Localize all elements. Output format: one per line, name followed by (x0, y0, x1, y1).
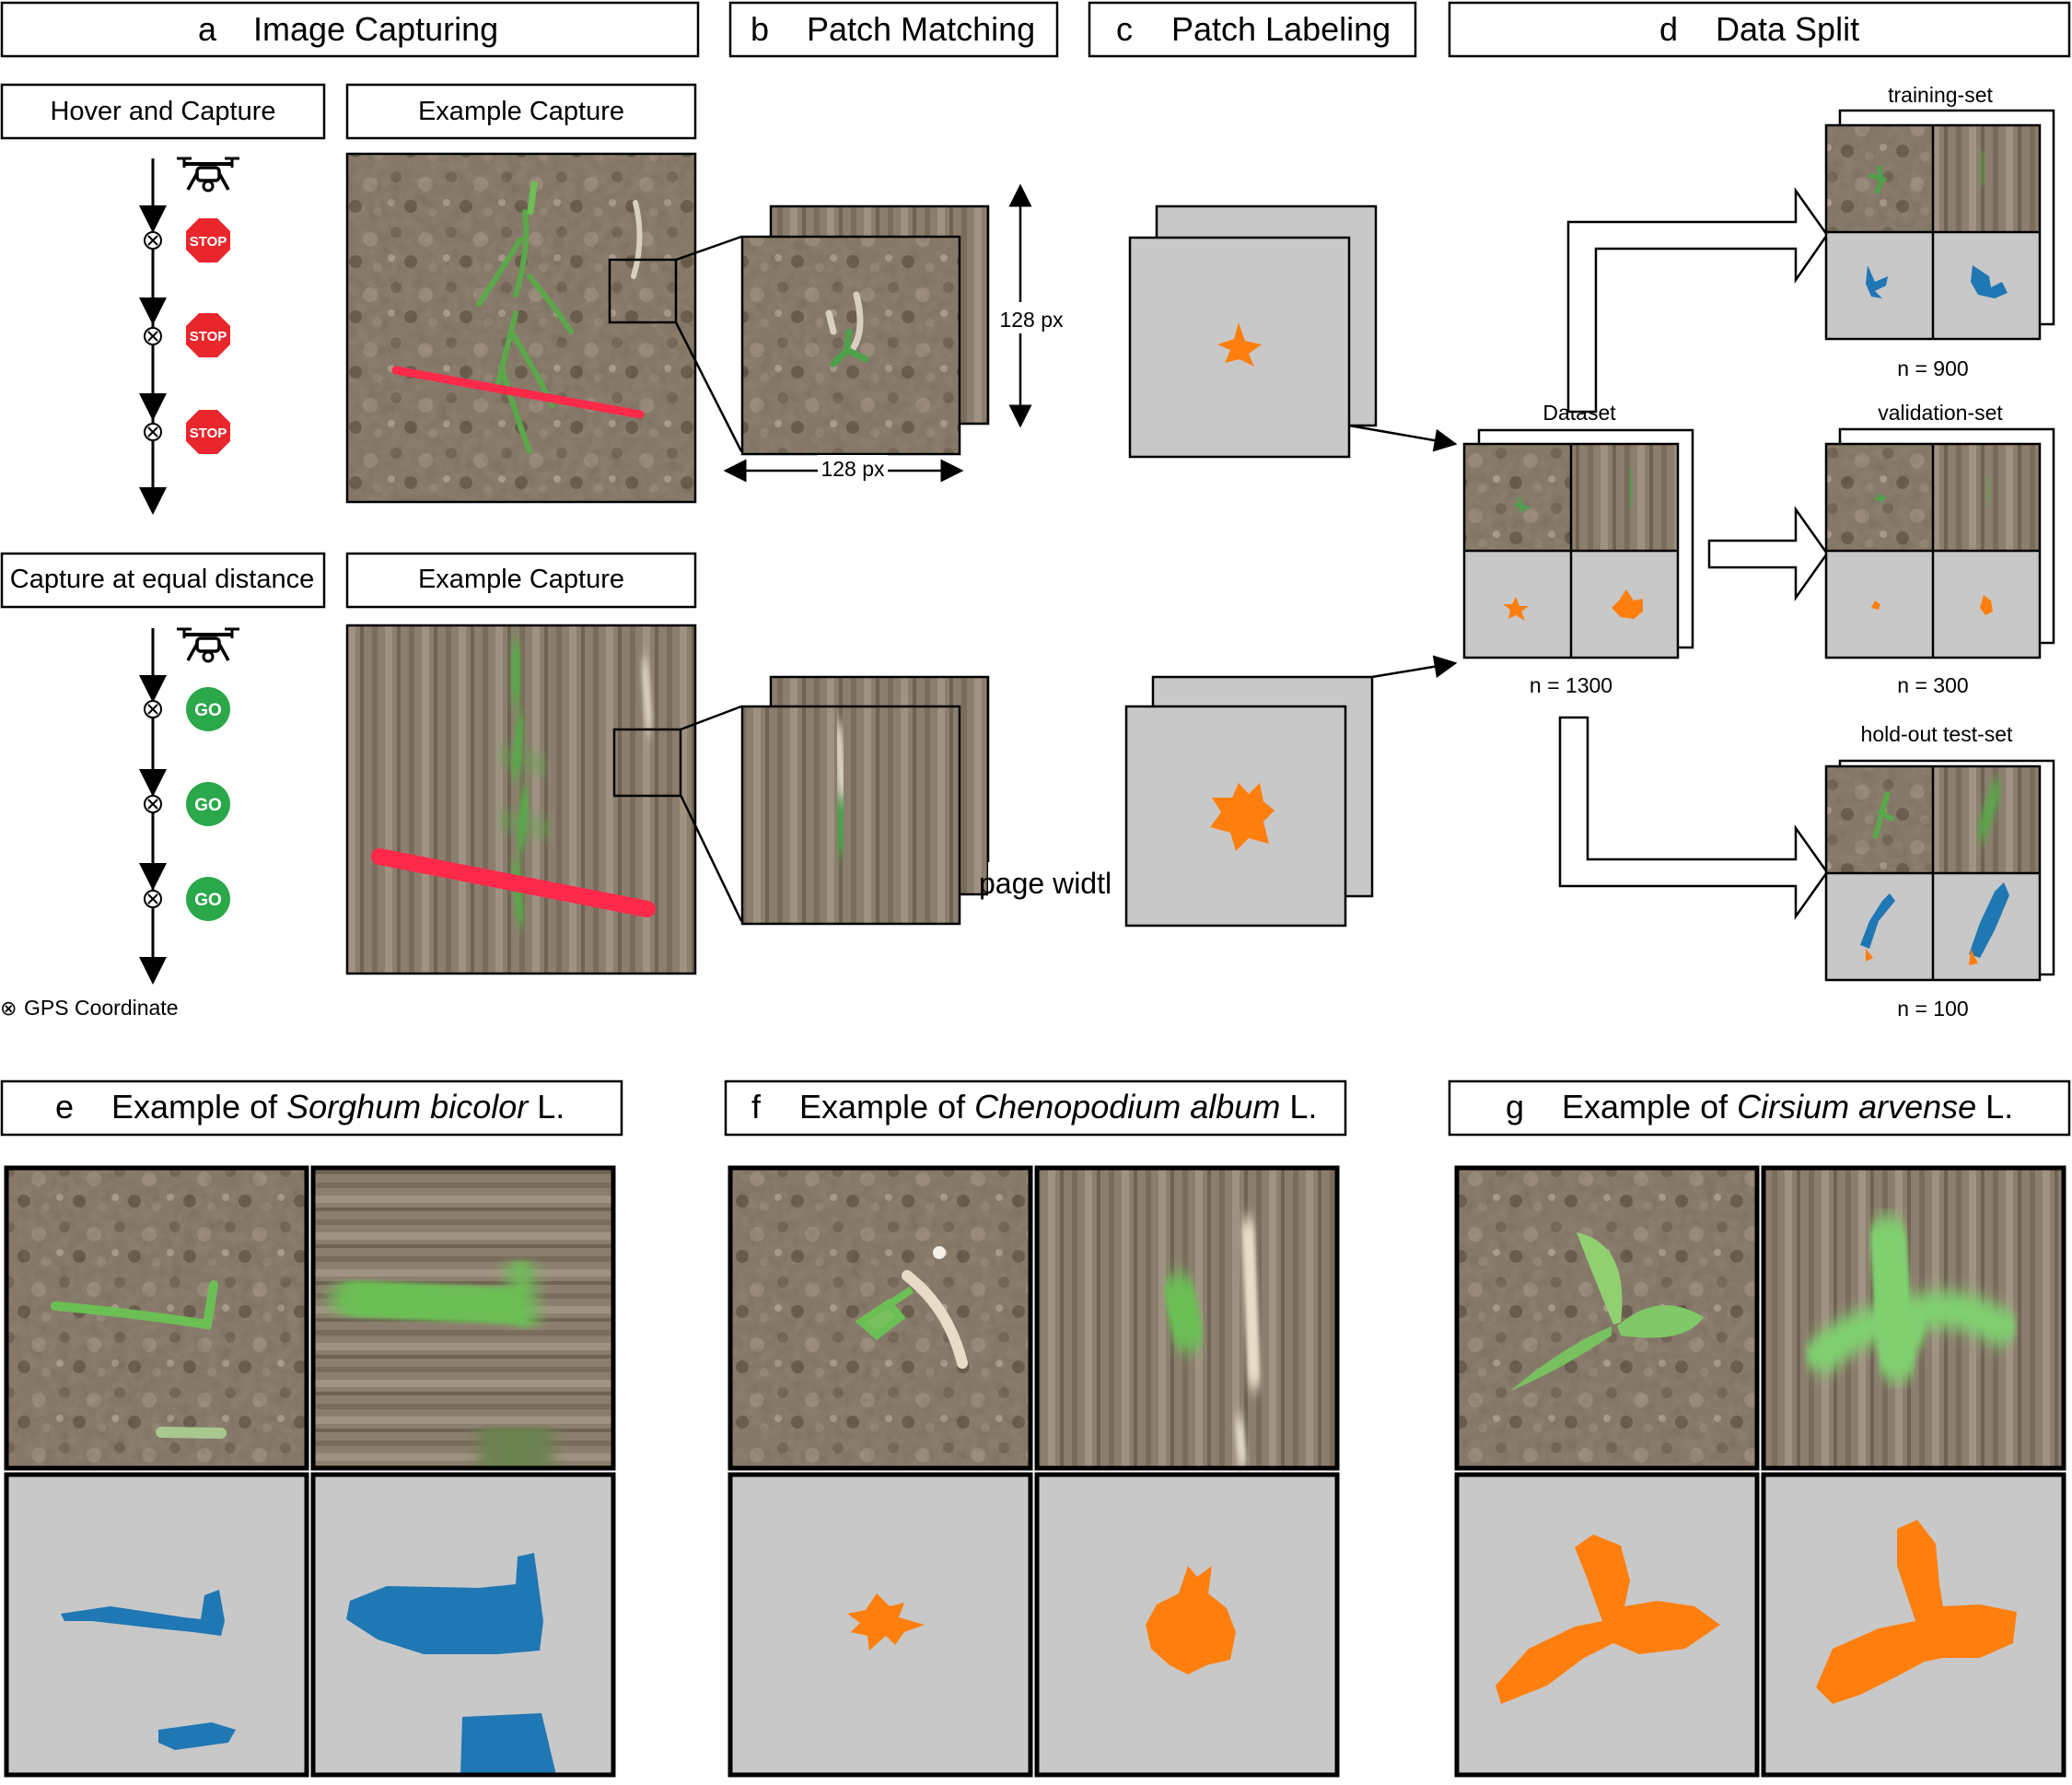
gps-marker-icon (144, 890, 162, 908)
stop-label: STOP (190, 329, 227, 344)
patch-width-label: 128 px (821, 457, 885, 481)
panel-a-letter: a (198, 10, 217, 48)
val-split-arrow-icon (1707, 506, 1829, 601)
gps-marker-icon (144, 327, 162, 345)
chenopodium-example (728, 1165, 1340, 1778)
validation-set-group: validation-set n = 300 (1824, 401, 2055, 697)
weed-mask (1210, 783, 1275, 851)
panel-d-header: d Data Split (1448, 1, 2071, 58)
weed-mask (1217, 322, 1262, 367)
zoom-box (612, 728, 682, 798)
stop-label: STOP (190, 426, 227, 441)
drone-icon-hover (175, 157, 241, 192)
example-capture-image-top (345, 152, 697, 504)
go-label: GO (194, 891, 222, 910)
example-capture-title-bottom: Example Capture (418, 565, 624, 594)
cirsium-example (1454, 1165, 2066, 1778)
stop-sign-icon: STOP (186, 218, 230, 262)
panel-e-header: e Example of Sorghum bicolor L. (0, 1079, 623, 1137)
panel-f-title: Example of Chenopodium album L. (799, 1088, 1317, 1126)
panel-f-header: f Example of Chenopodium album L. (724, 1079, 1347, 1137)
go-label: GO (194, 796, 222, 815)
validation-set-label: validation-set (1878, 401, 2003, 425)
dataset-count: n = 1300 (1530, 673, 1612, 697)
drone-icon-equal (175, 627, 241, 663)
panel-d-title: Data Split (1716, 10, 1859, 48)
test-set-group: hold-out test-set n = 100 (1824, 722, 2055, 1021)
equal-distance-header: Capture at equal distance (0, 552, 326, 609)
panel-e-title: Example of Sorghum bicolor L. (111, 1088, 565, 1126)
gps-marker-icon (144, 423, 162, 441)
panel-g-title: Example of Cirsium arvense L. (1562, 1088, 2013, 1126)
stop-sign-icon: STOP (186, 313, 230, 357)
stray-label: page widtl (979, 867, 1112, 900)
example-capture-image-bottom (345, 624, 697, 975)
panel-c-letter: c (1116, 10, 1133, 48)
patch-height-label: 128 px (999, 308, 1064, 332)
equal-distance-title: Capture at equal distance (10, 565, 315, 594)
test-split-arrow-icon (1558, 716, 1829, 920)
training-set-count: n = 900 (1897, 356, 1968, 380)
patch-matching-top: 128 px 128 px (674, 183, 1064, 484)
stop-sign-icon: STOP (186, 410, 230, 454)
panel-b-header: b Patch Matching (728, 1, 1059, 58)
panel-g-letter: g (1506, 1088, 1524, 1126)
stop-label: STOP (190, 234, 227, 250)
training-set-group: training-set n = 900 (1824, 83, 2055, 380)
dataset-group: Dataset n = 1300 (1462, 401, 1694, 697)
go-label: GO (194, 701, 222, 720)
go-badge-icon: GO (186, 877, 230, 921)
gps-marker-icon (144, 700, 162, 718)
validation-set-count: n = 300 (1897, 673, 1968, 697)
gps-legend-symbol: ⊗ (0, 997, 17, 1020)
panel-b-letter: b (751, 10, 769, 48)
panel-g-header: g Example of Cirsium arvense L. (1448, 1079, 2071, 1137)
go-badge-icon: GO (186, 687, 230, 731)
panel-e-letter: e (55, 1088, 74, 1126)
example-capture-header-top: Example Capture (345, 83, 697, 140)
go-badge-icon: GO (186, 782, 230, 826)
sorghum-example (4, 1165, 616, 1778)
gps-legend-label: GPS Coordinate (24, 996, 178, 1020)
panel-c-header: c Patch Labeling (1088, 1, 1417, 58)
test-set-count: n = 100 (1897, 997, 1968, 1021)
hover-capture-title: Hover and Capture (50, 97, 275, 126)
test-set-label: hold-out test-set (1861, 722, 2014, 746)
panel-a-title: Image Capturing (253, 10, 498, 48)
example-capture-title-top: Example Capture (418, 97, 624, 126)
gps-legend: ⊗ GPS Coordinate (0, 996, 178, 1020)
example-capture-header-bottom: Example Capture (345, 552, 697, 609)
train-split-arrow-icon (1566, 187, 1829, 414)
panel-a-header: a Image Capturing (0, 1, 700, 58)
hover-capture-header: Hover and Capture (0, 83, 326, 140)
panel-f-letter: f (751, 1088, 762, 1126)
gps-marker-icon (144, 795, 162, 813)
patch-labeling-top (1128, 204, 1458, 459)
panel-c-title: Patch Labeling (1171, 10, 1391, 48)
panel-b-title: Patch Matching (807, 10, 1035, 48)
gps-marker-icon (144, 231, 162, 250)
training-set-label: training-set (1888, 83, 1993, 107)
zoom-box (608, 258, 678, 324)
patch-labeling-bottom (1124, 655, 1458, 928)
patch-matching-bottom: page widtl (679, 675, 1135, 926)
panel-d-letter: d (1659, 10, 1678, 48)
